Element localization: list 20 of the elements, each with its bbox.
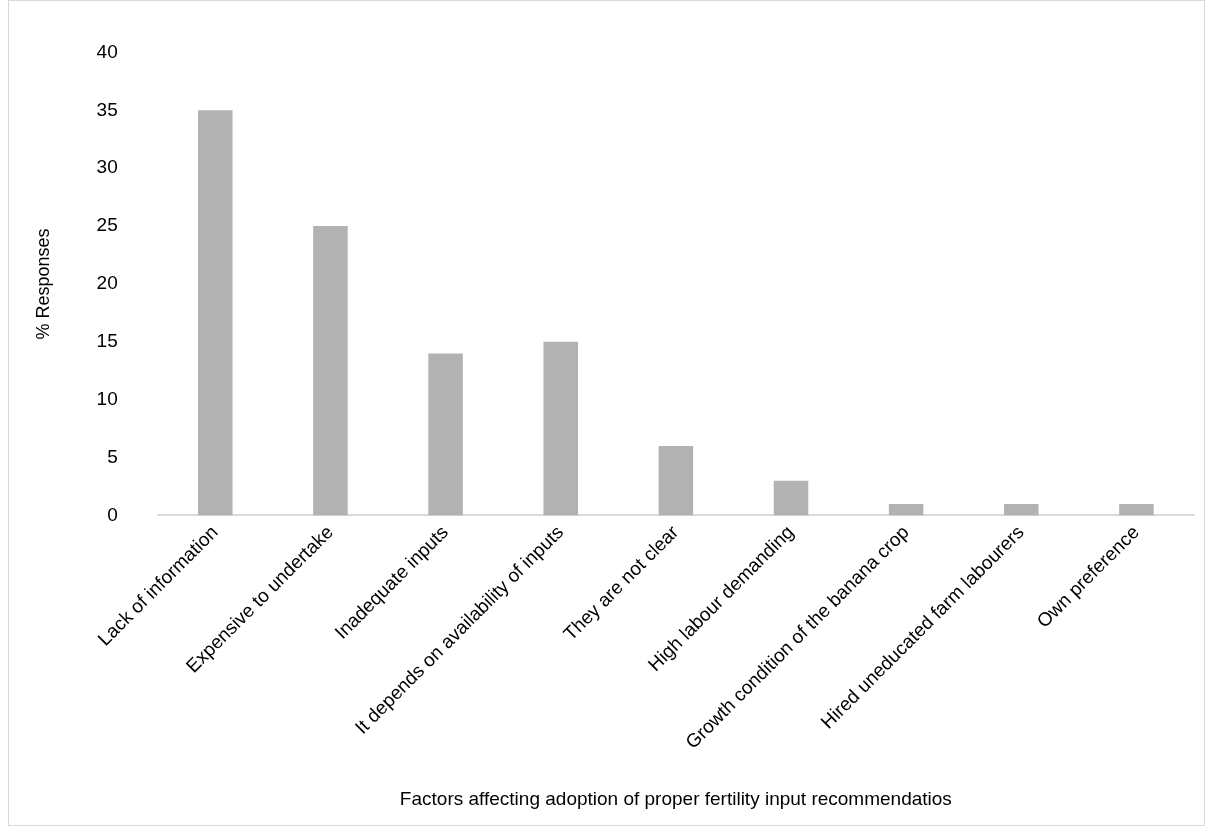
y-tick-label: 0 xyxy=(107,503,118,525)
y-axis-title: % Responses xyxy=(32,228,53,340)
y-tick-label: 30 xyxy=(96,156,118,178)
y-tick-label: 15 xyxy=(96,330,118,352)
bar xyxy=(428,353,463,516)
y-tick-label: 20 xyxy=(96,272,118,294)
bar xyxy=(773,480,809,516)
bar xyxy=(198,110,233,516)
y-tick-label: 5 xyxy=(107,445,118,467)
y-tick-label: 35 xyxy=(96,98,118,120)
bar xyxy=(313,226,348,516)
y-tick-label: 25 xyxy=(96,214,118,236)
bar xyxy=(1119,503,1154,516)
y-tick-label: 10 xyxy=(96,387,118,409)
y-tick-label: 40 xyxy=(96,40,118,62)
bar xyxy=(888,503,924,516)
bar xyxy=(1004,503,1039,516)
bar xyxy=(658,446,694,516)
bar xyxy=(543,341,578,516)
x-axis-title: Factors affecting adoption of proper fertility input recommendatios xyxy=(399,787,952,809)
